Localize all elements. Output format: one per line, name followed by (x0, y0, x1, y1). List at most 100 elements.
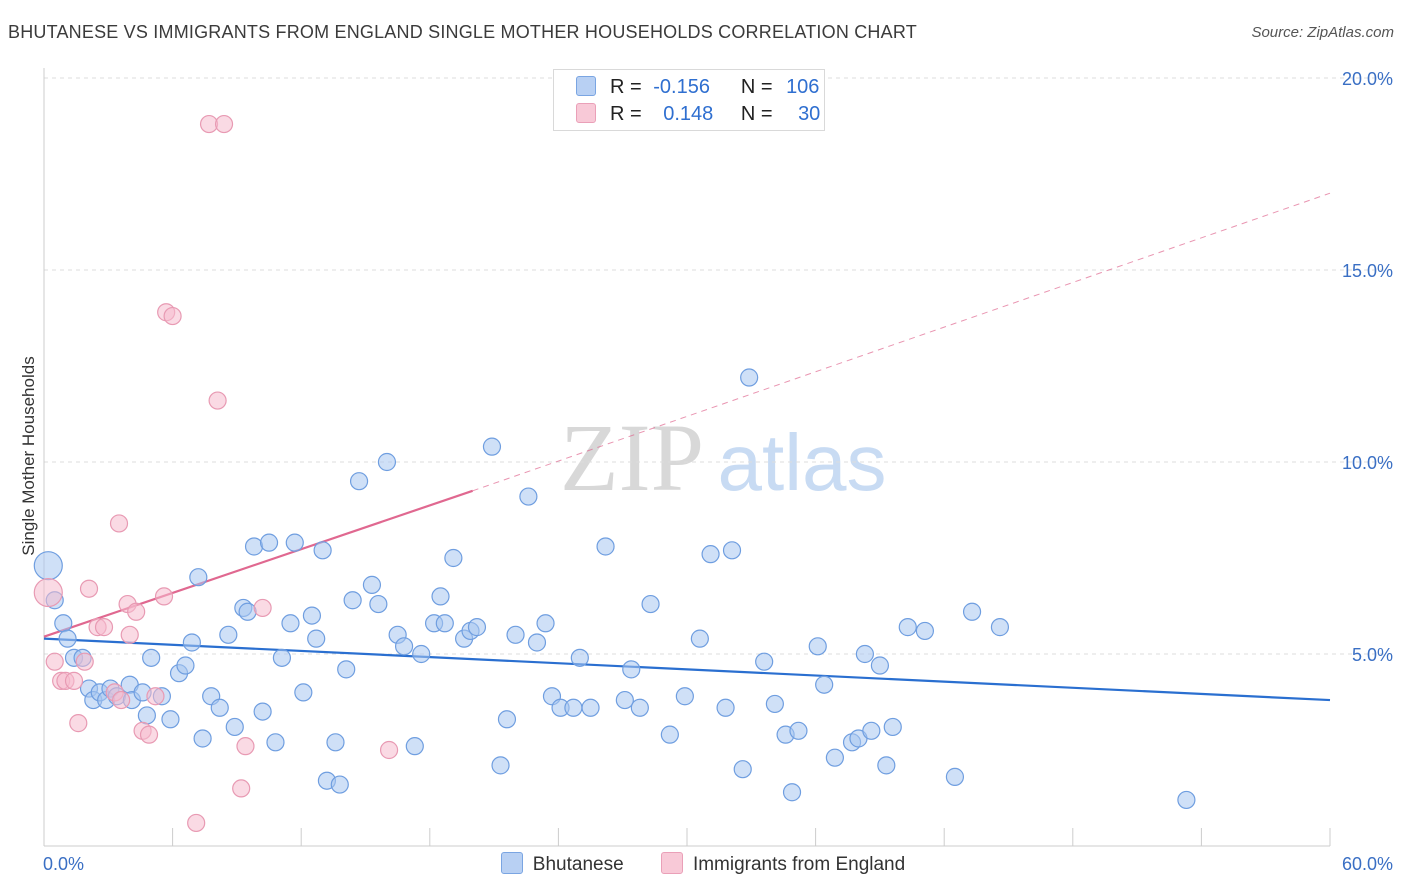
point-bhutanese (755, 652, 774, 671)
point-england (253, 598, 272, 618)
point-bhutanese (789, 721, 808, 740)
series-swatch-pink (660, 852, 683, 874)
legend-n-label: N = (740, 76, 773, 98)
legend-r-label: R = (610, 76, 642, 98)
point-bhutanese (225, 717, 244, 737)
point-england (33, 577, 63, 608)
point-england (64, 671, 84, 690)
point-england (208, 391, 227, 410)
point-england (109, 514, 129, 533)
point-england (127, 602, 146, 621)
point-bhutanese (405, 737, 424, 756)
point-bhutanese (962, 602, 982, 621)
point-bhutanese (362, 575, 382, 594)
watermark-atlas: atlas (718, 418, 887, 507)
point-bhutanese (815, 675, 834, 694)
legend-r-label: R = (610, 103, 642, 125)
point-bhutanese (337, 660, 356, 679)
point-bhutanese (630, 698, 649, 717)
point-bhutanese (491, 756, 510, 775)
point-bhutanese (313, 541, 332, 560)
point-bhutanese (990, 618, 1010, 637)
series-label: Immigrants from England (692, 854, 906, 875)
axes (43, 68, 1331, 847)
y-tick-label: 5.0% (1352, 645, 1393, 665)
point-bhutanese (302, 606, 322, 625)
point-bhutanese (142, 648, 161, 667)
chart-title: BHUTANESE VS IMMIGRANTS FROM ENGLAND SIN… (8, 22, 917, 42)
point-bhutanese (58, 629, 77, 648)
point-bhutanese (722, 541, 742, 560)
point-bhutanese (660, 725, 679, 744)
point-england (45, 652, 64, 671)
y-axis-label: Single Mother Households (19, 356, 38, 556)
point-bhutanese (161, 710, 180, 729)
series-legend-england: Immigrants from England (660, 852, 906, 876)
watermark: ZIP atlas (560, 404, 886, 511)
point-bhutanese (497, 710, 517, 729)
point-bhutanese (253, 702, 272, 721)
legend-swatch-blue (576, 76, 596, 96)
point-bhutanese (294, 683, 313, 702)
point-bhutanese (467, 618, 487, 637)
point-bhutanese (272, 648, 292, 667)
y-tick-label: 10.0% (1342, 453, 1393, 473)
point-bhutanese (740, 368, 759, 387)
point-bhutanese (343, 591, 362, 610)
series-legend-bhutanese: Bhutanese (500, 852, 624, 876)
point-bhutanese (137, 706, 156, 725)
point-bhutanese (641, 594, 660, 614)
point-bhutanese (825, 748, 844, 767)
point-bhutanese (536, 614, 555, 633)
x-tick-label: 0.0% (43, 854, 84, 874)
point-bhutanese (285, 533, 304, 552)
trend-lines (43, 192, 1331, 702)
point-bhutanese (615, 690, 634, 710)
point-bhutanese (506, 625, 525, 644)
point-bhutanese (182, 633, 201, 652)
point-bhutanese (883, 717, 902, 737)
point-england (146, 687, 165, 706)
point-england (120, 625, 139, 644)
point-bhutanese (716, 698, 735, 717)
legend-row-bhutanese: R = -0.156 N = 106 (576, 76, 819, 99)
point-bhutanese (675, 687, 694, 706)
point-bhutanese (870, 656, 890, 675)
legend-r-value: -0.156 (653, 76, 710, 98)
point-england (69, 714, 88, 733)
point-bhutanese (782, 783, 802, 802)
point-england (79, 579, 99, 598)
point-bhutanese (210, 698, 229, 717)
point-bhutanese (349, 472, 369, 491)
point-bhutanese (189, 568, 208, 587)
point-bhutanese (244, 537, 264, 556)
legend-swatch-pink (576, 103, 596, 123)
point-bhutanese (369, 594, 388, 614)
trend-line-bhutanese (43, 637, 1331, 702)
point-england (139, 725, 159, 744)
point-bhutanese (765, 694, 784, 714)
point-bhutanese (519, 487, 538, 506)
legend-n-value: 30 (798, 103, 821, 125)
tick-labels: 5.0% 10.0% 15.0% 20.0% 0.0% 60.0% (43, 69, 1393, 874)
point-bhutanese (259, 533, 279, 552)
point-bhutanese (33, 551, 63, 581)
stats-legend: R = -0.156 N = 106 R = 0.148 N = 30 (553, 69, 825, 131)
point-bhutanese (564, 698, 583, 717)
point-england (379, 740, 399, 760)
point-bhutanese (862, 721, 881, 740)
x-tick-label: 60.0% (1342, 854, 1393, 874)
point-bhutanese (266, 733, 285, 752)
point-bhutanese (193, 729, 212, 748)
point-bhutanese (444, 548, 463, 568)
point-bhutanese (915, 621, 935, 641)
point-england (112, 690, 131, 710)
y-tick-label: 15.0% (1342, 261, 1393, 281)
point-bhutanese (435, 614, 454, 633)
point-england (214, 114, 234, 134)
point-england (236, 737, 255, 756)
point-bhutanese (570, 648, 589, 667)
legend-row-england: R = 0.148 N = 30 (576, 103, 820, 126)
data-points (33, 114, 1196, 833)
